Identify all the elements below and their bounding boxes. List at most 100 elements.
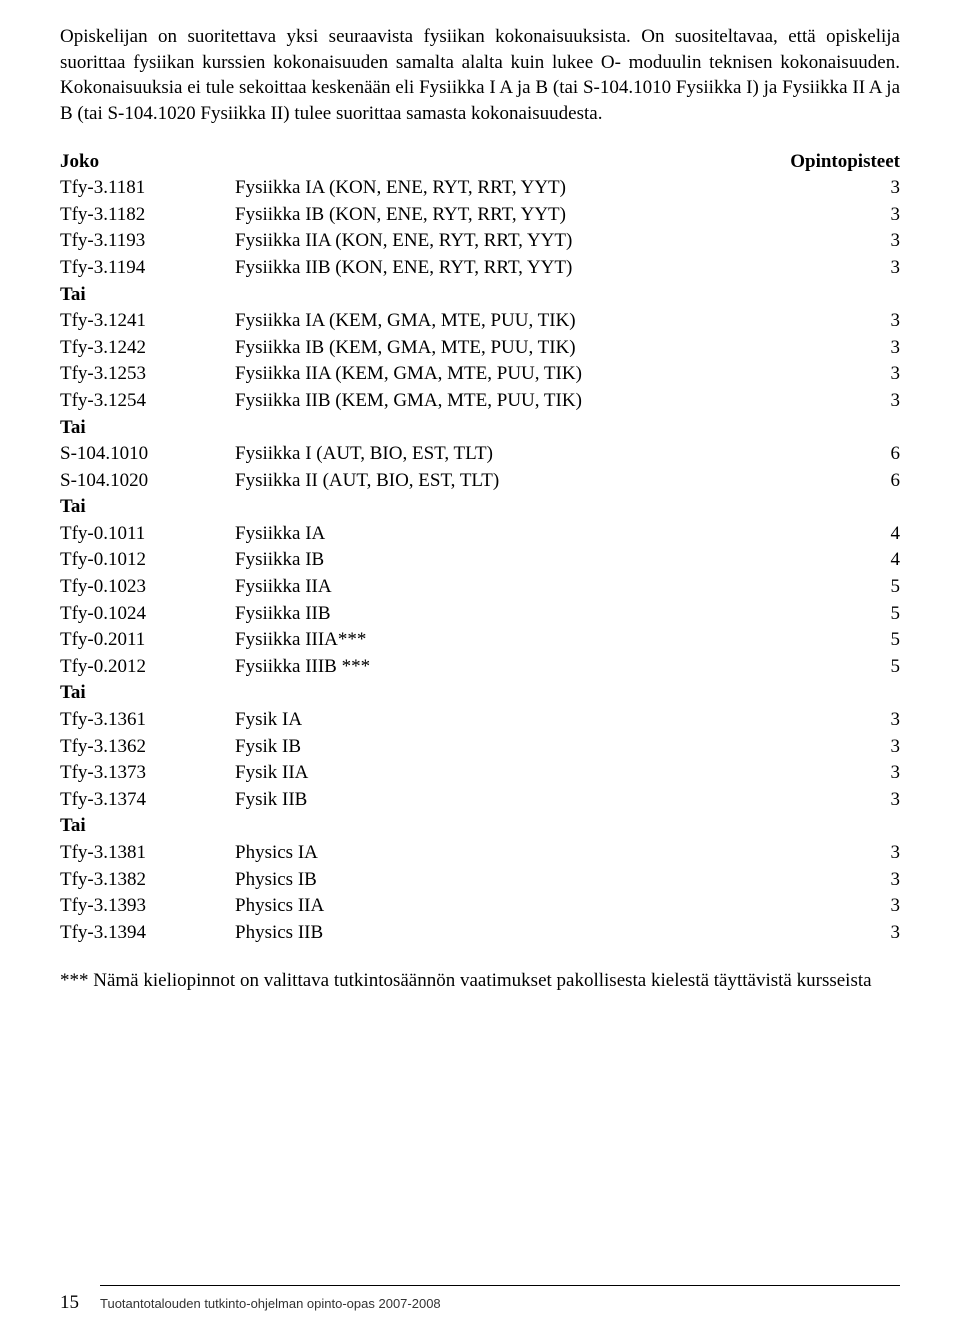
course-points: 3 (860, 760, 900, 787)
course-name: Fysik IA (235, 707, 860, 734)
course-points: 3 (860, 920, 900, 947)
table-row: Tfy-0.1024Fysiikka IIB5 (60, 601, 900, 628)
table-row: Tfy-3.1194Fysiikka IIB (KON, ENE, RYT, R… (60, 255, 900, 282)
course-code: Tfy-3.1194 (60, 255, 235, 282)
footer-divider (100, 1285, 900, 1286)
course-name: Fysiikka IIA (KEM, GMA, MTE, PUU, TIK) (235, 361, 860, 388)
course-points (860, 813, 900, 840)
course-code: Tfy-0.1024 (60, 601, 235, 628)
table-row: Tfy-3.1382Physics IB3 (60, 867, 900, 894)
course-name: Fysiikka IIB (235, 601, 860, 628)
course-points: 3 (860, 388, 900, 415)
course-name (235, 415, 860, 442)
course-points (860, 282, 900, 309)
header-spacer (235, 149, 790, 176)
section-separator: Tai (60, 282, 235, 309)
course-points: 4 (860, 521, 900, 548)
intro-paragraph: Opiskelijan on suoritettava yksi seuraav… (60, 24, 900, 127)
course-name: Fysiikka IB (235, 547, 860, 574)
course-points: 3 (860, 228, 900, 255)
course-name (235, 494, 860, 521)
course-name (235, 282, 860, 309)
course-name: Fysiikka IA (KON, ENE, RYT, RRT, YYT) (235, 175, 860, 202)
course-name: Fysiikka IIA (235, 574, 860, 601)
page-footer: 15 Tuotantotalouden tutkinto-ohjelman op… (60, 1285, 900, 1314)
course-points: 3 (860, 202, 900, 229)
course-name: Fysik IIB (235, 787, 860, 814)
table-row: Tfy-0.2011Fysiikka IIIA***5 (60, 627, 900, 654)
section-separator: Tai (60, 494, 235, 521)
course-code: Tfy-3.1374 (60, 787, 235, 814)
course-name: Fysik IB (235, 734, 860, 761)
table-row: Tfy-3.1373Fysik IIA3 (60, 760, 900, 787)
table-row: Tfy-0.1011Fysiikka IA4 (60, 521, 900, 548)
course-code: Tfy-3.1382 (60, 867, 235, 894)
course-code: Tfy-3.1393 (60, 893, 235, 920)
course-points: 3 (860, 840, 900, 867)
course-points (860, 494, 900, 521)
course-code: Tfy-3.1254 (60, 388, 235, 415)
course-points: 3 (860, 175, 900, 202)
course-points: 6 (860, 441, 900, 468)
table-row: S-104.1010Fysiikka I (AUT, BIO, EST, TLT… (60, 441, 900, 468)
table-row: S-104.1020Fysiikka II (AUT, BIO, EST, TL… (60, 468, 900, 495)
course-name: Fysiikka IB (KEM, GMA, MTE, PUU, TIK) (235, 335, 860, 362)
course-points (860, 415, 900, 442)
table-row: Tfy-0.1023Fysiikka IIA5 (60, 574, 900, 601)
course-name: Fysiikka IIA (KON, ENE, RYT, RRT, YYT) (235, 228, 860, 255)
table-row: Tfy-3.1241Fysiikka IA (KEM, GMA, MTE, PU… (60, 308, 900, 335)
course-code: S-104.1010 (60, 441, 235, 468)
course-points: 3 (860, 361, 900, 388)
course-name: Fysiikka IIB (KEM, GMA, MTE, PUU, TIK) (235, 388, 860, 415)
course-code: Tfy-3.1253 (60, 361, 235, 388)
table-row: Tfy-3.1242Fysiikka IB (KEM, GMA, MTE, PU… (60, 335, 900, 362)
footer-guide-title: Tuotantotalouden tutkinto-ohjelman opint… (100, 1296, 441, 1311)
course-code: Tfy-3.1193 (60, 228, 235, 255)
course-code: Tfy-3.1242 (60, 335, 235, 362)
table-row: Tai (60, 415, 900, 442)
section-separator: Tai (60, 415, 235, 442)
table-row: Tfy-3.1181Fysiikka IA (KON, ENE, RYT, RR… (60, 175, 900, 202)
table-row: Tfy-3.1393Physics IIA3 (60, 893, 900, 920)
section-separator: Tai (60, 680, 235, 707)
table-row: Tfy-3.1182Fysiikka IB (KON, ENE, RYT, RR… (60, 202, 900, 229)
course-name: Physics IIA (235, 893, 860, 920)
course-code: Tfy-0.2011 (60, 627, 235, 654)
header-opintopisteet: Opintopisteet (790, 149, 900, 176)
course-name: Fysiikka IB (KON, ENE, RYT, RRT, YYT) (235, 202, 860, 229)
course-name: Physics IB (235, 867, 860, 894)
course-code: Tfy-3.1182 (60, 202, 235, 229)
course-points: 5 (860, 627, 900, 654)
table-row: Tfy-3.1394Physics IIB3 (60, 920, 900, 947)
course-points: 3 (860, 734, 900, 761)
course-points: 3 (860, 787, 900, 814)
course-code: Tfy-3.1361 (60, 707, 235, 734)
table-header-row: Joko Opintopisteet (60, 149, 900, 176)
course-name (235, 813, 860, 840)
table-row: Tfy-3.1193Fysiikka IIA (KON, ENE, RYT, R… (60, 228, 900, 255)
course-points: 3 (860, 335, 900, 362)
course-points: 3 (860, 308, 900, 335)
table-row: Tai (60, 680, 900, 707)
course-code: Tfy-0.1012 (60, 547, 235, 574)
course-code: Tfy-0.1023 (60, 574, 235, 601)
course-name: Fysiikka IIIA*** (235, 627, 860, 654)
table-row: Tfy-0.2012Fysiikka IIIB ***5 (60, 654, 900, 681)
course-code: Tfy-3.1362 (60, 734, 235, 761)
table-row: Tai (60, 282, 900, 309)
course-points: 3 (860, 707, 900, 734)
table-row: Tfy-3.1253Fysiikka IIA (KEM, GMA, MTE, P… (60, 361, 900, 388)
header-joko: Joko (60, 149, 235, 176)
course-points: 6 (860, 468, 900, 495)
footnote-text: *** Nämä kieliopinnot on valittava tutki… (60, 968, 900, 994)
course-name: Fysik IIA (235, 760, 860, 787)
course-name: Fysiikka II (AUT, BIO, EST, TLT) (235, 468, 860, 495)
table-row: Tfy-0.1012Fysiikka IB4 (60, 547, 900, 574)
course-points: 5 (860, 574, 900, 601)
course-code: S-104.1020 (60, 468, 235, 495)
table-row: Tfy-3.1362Fysik IB3 (60, 734, 900, 761)
course-points: 4 (860, 547, 900, 574)
course-points (860, 680, 900, 707)
course-code: Tfy-3.1181 (60, 175, 235, 202)
course-name: Fysiikka IA (235, 521, 860, 548)
